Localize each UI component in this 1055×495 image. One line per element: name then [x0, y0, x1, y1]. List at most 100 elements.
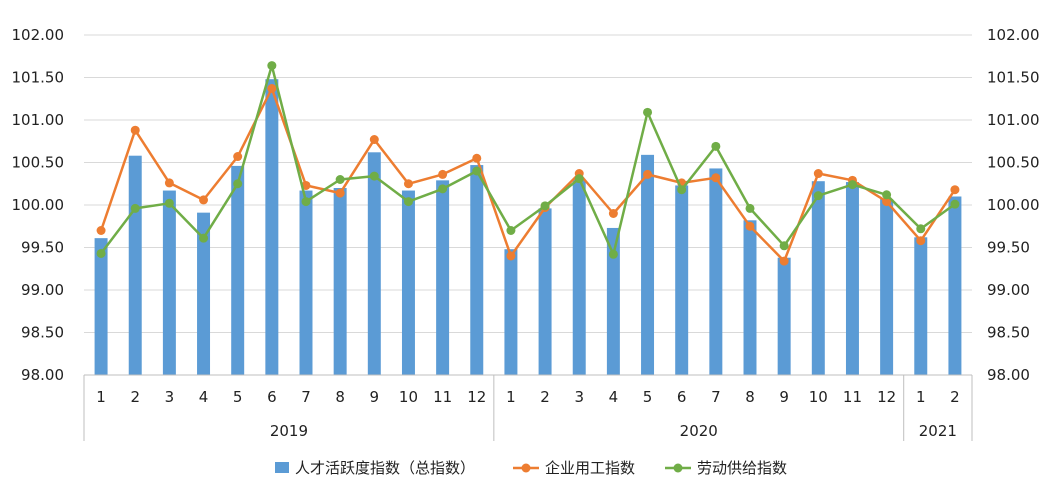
y-tick-label: 98.50 — [21, 324, 64, 342]
bar — [197, 212, 211, 375]
bar — [538, 208, 552, 375]
line-point — [267, 84, 277, 94]
bar — [504, 249, 518, 375]
x-group-label: 2021 — [919, 422, 957, 440]
x-tick-label: 10 — [399, 388, 418, 406]
legend-label: 企业用工指数 — [545, 459, 635, 477]
x-tick-label: 6 — [267, 388, 277, 406]
y-tick-label: 101.50 — [12, 69, 65, 87]
y2-tick-label: 100.50 — [987, 154, 1040, 172]
line-point — [540, 201, 550, 211]
line-point — [813, 169, 823, 179]
y-tick-label: 99.50 — [21, 239, 64, 257]
left-y-axis: 98.00 98.50 99.00 99.50 100.00 100.50 101.00 10… — [12, 26, 65, 384]
series-line — [100, 64, 956, 256]
x-tick-label: 1 — [506, 388, 516, 406]
x-tick-label: 11 — [433, 388, 452, 406]
line-point — [438, 184, 448, 194]
legend-swatch — [275, 462, 289, 473]
y2-tick-label: 98.50 — [987, 324, 1030, 342]
line-point — [199, 195, 209, 205]
line-point — [96, 226, 106, 235]
line-point — [369, 135, 379, 145]
line-point — [608, 209, 618, 218]
line-point — [847, 180, 857, 190]
line-point — [130, 125, 140, 135]
x-tick-label: 10 — [809, 388, 828, 406]
x-tick-label: 4 — [609, 388, 619, 406]
x-tick-label: 3 — [165, 388, 175, 406]
bar — [777, 257, 791, 375]
bar — [436, 180, 450, 375]
x-tick-label: 7 — [711, 388, 721, 406]
x-group-label: 2020 — [680, 422, 718, 440]
line-point — [882, 190, 892, 200]
line-point — [677, 185, 687, 195]
bar — [401, 190, 415, 375]
bar — [162, 190, 176, 375]
line-point — [233, 179, 243, 189]
y-tick-label: 101.00 — [12, 111, 65, 129]
x-tick-label: 2 — [540, 388, 550, 406]
bar — [675, 185, 689, 375]
line-point — [745, 221, 755, 231]
x-tick-label: 5 — [643, 388, 653, 406]
line-point — [779, 256, 789, 266]
bar — [470, 165, 484, 375]
x-tick-label: 5 — [233, 388, 243, 406]
bar — [572, 179, 586, 375]
x-tick-label: 6 — [677, 388, 687, 406]
x-tick-label: 9 — [370, 388, 380, 406]
y-tick-label: 102.00 — [12, 26, 65, 44]
line-point — [916, 224, 926, 234]
bar — [948, 196, 962, 375]
y-tick-label: 99.00 — [21, 281, 64, 299]
line-point — [574, 174, 584, 184]
line-point — [369, 171, 379, 181]
line-point — [164, 178, 174, 188]
line-point — [950, 199, 960, 209]
gridlines — [84, 34, 972, 376]
x-group-label: 2019 — [270, 422, 308, 440]
line-point — [335, 175, 345, 184]
line-point — [506, 226, 516, 235]
y2-tick-label: 100.00 — [987, 196, 1040, 214]
y2-tick-label: 99.50 — [987, 239, 1030, 257]
bar — [94, 238, 108, 375]
x-tick-label: 8 — [745, 388, 755, 406]
y2-tick-label: 101.50 — [987, 69, 1040, 87]
x-tick-label: 2 — [130, 388, 140, 406]
line-point — [643, 107, 653, 117]
x-tick-label: 1 — [96, 388, 106, 406]
line-point — [608, 249, 618, 259]
line-point — [301, 197, 311, 207]
bar — [128, 155, 142, 375]
line-point — [335, 188, 345, 198]
line-point — [711, 173, 721, 183]
legend-marker — [521, 463, 531, 473]
y-tick-label: 100.00 — [12, 196, 65, 214]
line-point — [130, 203, 140, 213]
y2-tick-label: 98.00 — [987, 366, 1030, 384]
bar — [606, 227, 620, 375]
x-tick-label: 3 — [574, 388, 584, 406]
line-point — [813, 191, 823, 201]
line-point — [779, 241, 789, 251]
legend-label: 人才活跃度指数（总指数） — [295, 459, 475, 477]
bar — [265, 79, 279, 375]
series-line — [99, 87, 956, 263]
x-tick-label: 2 — [950, 388, 960, 406]
line-point — [643, 169, 653, 179]
line-point — [199, 233, 209, 243]
bar — [367, 152, 381, 375]
bar — [641, 154, 655, 375]
y2-tick-label: 99.00 — [987, 281, 1030, 299]
bar — [709, 168, 723, 375]
line-point — [506, 251, 516, 261]
x-tick-label: 8 — [335, 388, 345, 406]
x-tick-label: 11 — [843, 388, 862, 406]
bar — [231, 165, 245, 375]
line-point — [745, 203, 755, 213]
